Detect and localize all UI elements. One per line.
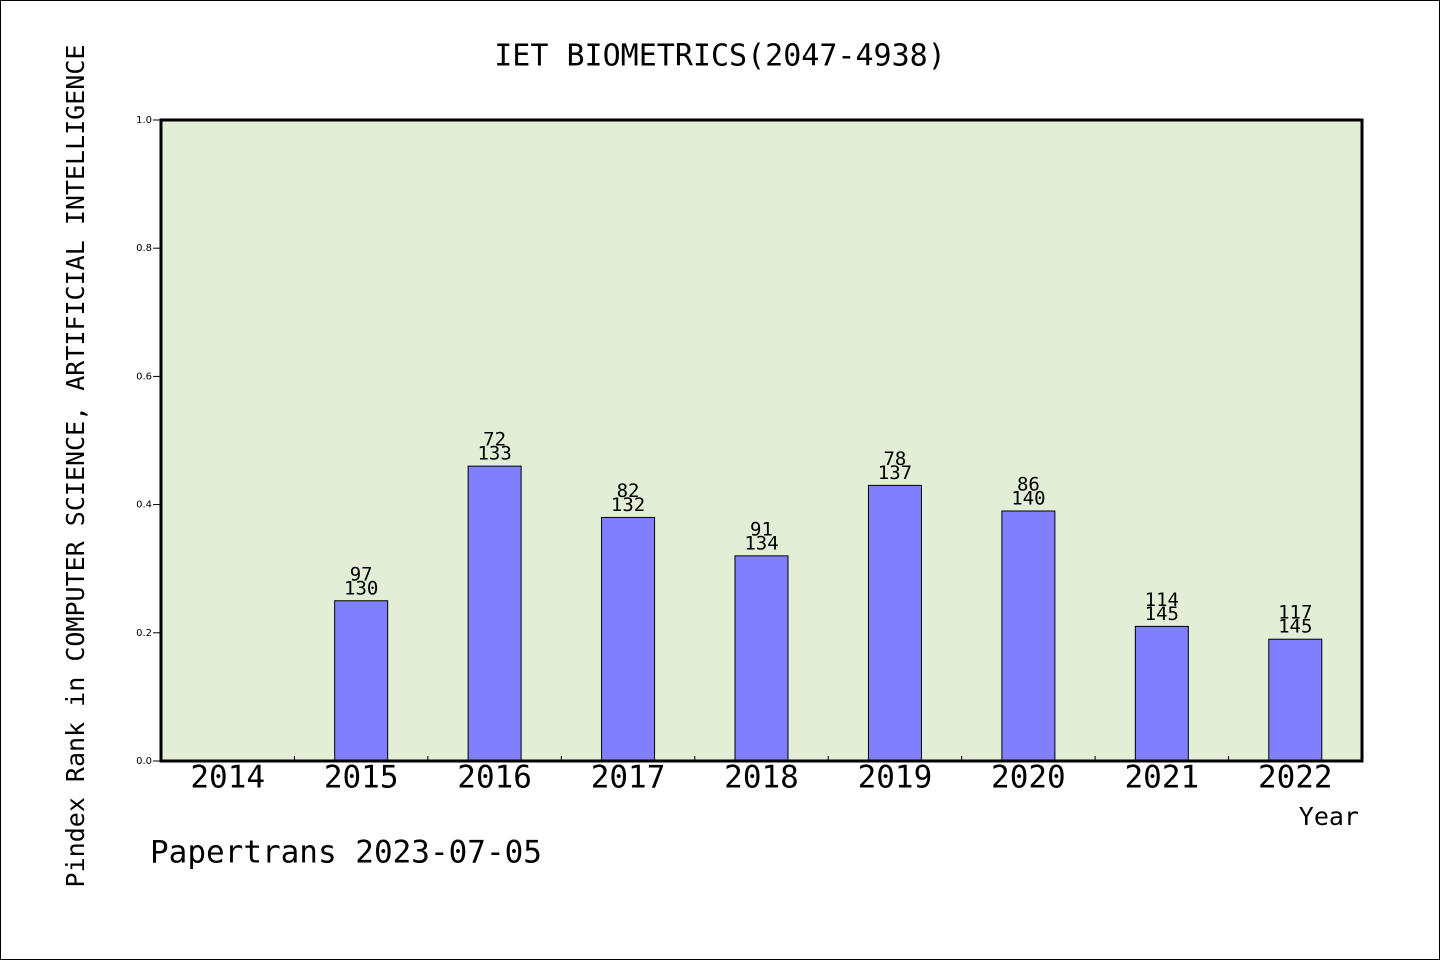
y-tick-label: 0.2 bbox=[136, 628, 152, 639]
x-tick-label: 2022 bbox=[1258, 760, 1333, 796]
y-tick-label: 0.0 bbox=[136, 756, 152, 767]
y-tick-label: 0.6 bbox=[136, 371, 152, 382]
rank-label: 72 bbox=[483, 429, 506, 451]
x-tick-label: 2020 bbox=[991, 760, 1066, 796]
plot-border bbox=[159, 118, 1364, 763]
x-axis: 2014 2015 2016 2017 2018 2019 2020 2021 2022 bbox=[190, 756, 1333, 796]
x-tick-label: 2015 bbox=[324, 760, 399, 796]
bar-2015 bbox=[334, 600, 389, 762]
total-label: 145 bbox=[1278, 616, 1312, 638]
rank-label: 117 bbox=[1278, 602, 1312, 624]
y-axis: 0.0 0.2 0.4 0.6 0.8 1.0 bbox=[136, 115, 161, 767]
rank-label: 82 bbox=[617, 480, 640, 502]
y-axis-label: Pindex Rank in COMPUTER SCIENCE, ARTIFIC… bbox=[61, 45, 90, 888]
bar-series bbox=[334, 465, 1323, 762]
chart-title: IET BIOMETRICS(2047-4938) bbox=[494, 39, 946, 74]
bar-2021 bbox=[1134, 625, 1189, 762]
x-tick-label: 2017 bbox=[591, 760, 666, 796]
rank-label: 114 bbox=[1145, 589, 1179, 611]
total-label: 140 bbox=[1011, 488, 1045, 510]
total-label: 145 bbox=[1145, 603, 1179, 625]
bar-2018 bbox=[734, 555, 789, 762]
x-tick-label: 2014 bbox=[190, 760, 265, 796]
total-label: 133 bbox=[477, 443, 511, 465]
total-label: 130 bbox=[344, 577, 378, 599]
rank-label: 97 bbox=[350, 563, 373, 585]
y-tick-label: 0.4 bbox=[136, 500, 152, 511]
bar-2020 bbox=[1001, 510, 1056, 762]
rank-label: 78 bbox=[883, 448, 906, 470]
x-tick-label: 2018 bbox=[724, 760, 799, 796]
footer-credit: Papertrans 2023-07-05 bbox=[150, 835, 542, 871]
y-tick-label: 0.8 bbox=[136, 243, 152, 254]
rank-label: 86 bbox=[1017, 474, 1040, 496]
x-tick-label: 2021 bbox=[1125, 760, 1200, 796]
x-tick-label: 2019 bbox=[858, 760, 933, 796]
x-tick-label: 2016 bbox=[457, 760, 532, 796]
bar-2017 bbox=[601, 516, 656, 762]
total-label: 132 bbox=[611, 494, 645, 516]
bar-2019 bbox=[867, 484, 922, 762]
bar-2022 bbox=[1268, 638, 1323, 762]
total-label: 134 bbox=[744, 532, 778, 554]
bar-2016 bbox=[467, 465, 522, 762]
total-label: 137 bbox=[878, 462, 912, 484]
x-axis-label: Year bbox=[1299, 802, 1359, 831]
rank-label: 91 bbox=[750, 518, 773, 540]
y-tick-label: 1.0 bbox=[136, 115, 152, 126]
